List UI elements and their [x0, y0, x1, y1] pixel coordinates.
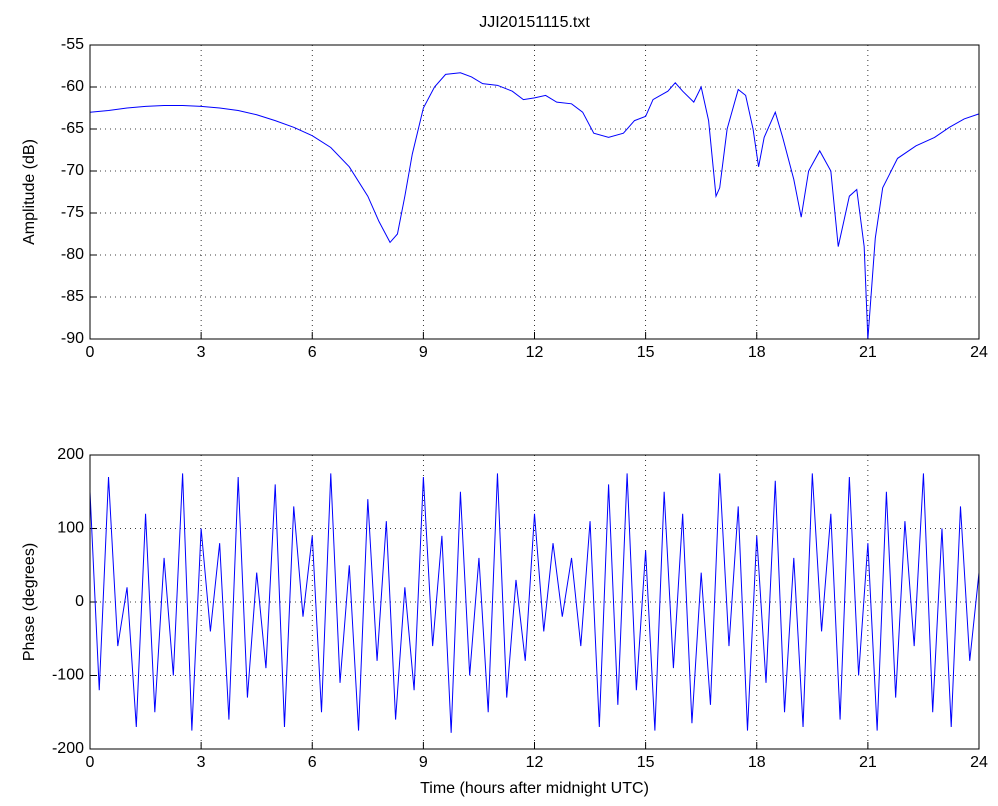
y-axis-label: Phase (degrees) — [21, 543, 38, 661]
y-tick-label: -100 — [52, 667, 84, 684]
x-tick-label: 15 — [637, 344, 655, 361]
y-tick-label: -70 — [61, 162, 84, 179]
x-tick-label: 18 — [748, 754, 766, 771]
x-tick-label: 9 — [419, 754, 428, 771]
y-tick-label: -200 — [52, 740, 84, 757]
x-tick-label: 21 — [859, 754, 877, 771]
data-line — [89, 72, 980, 340]
y-tick-label: 0 — [75, 593, 84, 610]
axes-frame — [89, 44, 980, 340]
y-tick-label: -90 — [61, 330, 84, 347]
y-axis-label: Amplitude (dB) — [21, 139, 38, 245]
y-tick-label: 200 — [57, 446, 84, 463]
x-tick-label: 3 — [197, 754, 206, 771]
x-tick-label: 24 — [970, 344, 988, 361]
x-tick-label: 21 — [859, 344, 877, 361]
x-tick-label: 24 — [970, 754, 988, 771]
x-tick-label: 12 — [526, 344, 544, 361]
x-tick-label: 6 — [308, 344, 317, 361]
x-tick-label: 0 — [86, 754, 95, 771]
x-tick-label: 15 — [637, 754, 655, 771]
y-tick-label: 100 — [57, 520, 84, 537]
y-tick-label: -75 — [61, 204, 84, 221]
x-tick-label: 18 — [748, 344, 766, 361]
y-tick-label: -85 — [61, 288, 84, 305]
x-axis-label: Time (hours after midnight UTC) — [420, 780, 649, 797]
x-tick-label: 3 — [197, 344, 206, 361]
axes-frame — [89, 454, 980, 750]
y-tick-label: -60 — [61, 78, 84, 95]
y-tick-label: -65 — [61, 120, 84, 137]
data-line — [89, 473, 980, 733]
y-tick-label: -55 — [61, 36, 84, 53]
x-tick-label: 6 — [308, 754, 317, 771]
x-tick-label: 12 — [526, 754, 544, 771]
chart-title: JJI20151115.txt — [479, 14, 590, 31]
y-tick-label: -80 — [61, 246, 84, 263]
x-tick-label: 0 — [86, 344, 95, 361]
x-tick-label: 9 — [419, 344, 428, 361]
